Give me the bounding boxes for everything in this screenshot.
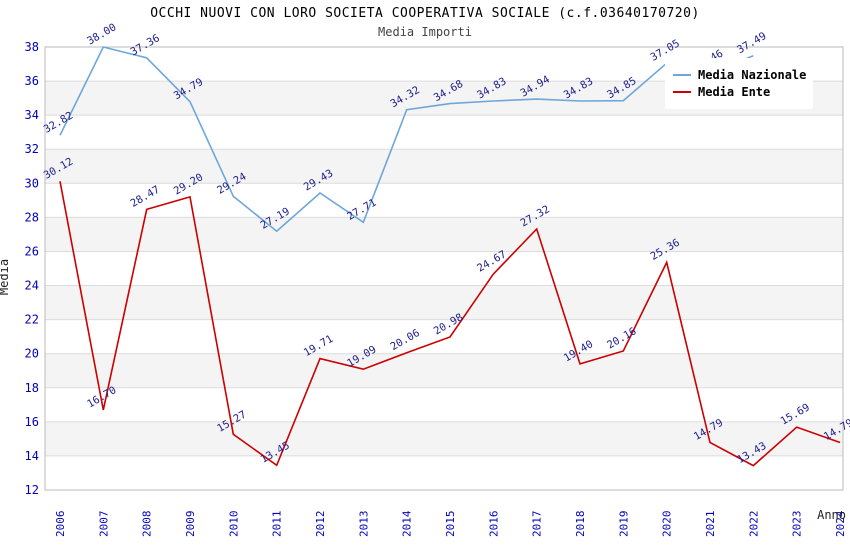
plot-band (45, 455, 843, 490)
y-tick-label: 36 (25, 74, 39, 88)
x-tick-label: 2018 (574, 511, 587, 538)
x-tick-label: 2020 (661, 511, 674, 538)
y-tick-label: 22 (25, 313, 39, 327)
plot-band (45, 285, 843, 320)
y-tick-label: 32 (25, 142, 39, 156)
legend-item-ente: Media Ente (673, 85, 805, 99)
y-tick-label: 14 (25, 449, 39, 463)
plot-band (45, 421, 843, 456)
plot-band (45, 319, 843, 354)
x-tick-label: 2023 (791, 511, 804, 538)
y-tick-label: 20 (25, 347, 39, 361)
x-tick-label: 2015 (444, 511, 457, 538)
x-tick-label: 2019 (617, 511, 630, 538)
legend-item-nazionale: Media Nazionale (673, 68, 807, 82)
legend-line-sample-blue (673, 74, 691, 76)
x-tick-label: 2012 (314, 511, 327, 538)
x-tick-label: 2024 (834, 510, 847, 537)
x-tick-label: 2011 (271, 511, 284, 538)
y-tick-label: 30 (25, 176, 39, 190)
legend-line-sample-red (673, 91, 691, 93)
chart-subtitle: Media Importi (378, 25, 472, 39)
legend-label: Media Nazionale (698, 68, 807, 82)
plot-band (45, 251, 843, 286)
plot-band (45, 115, 843, 150)
plot-border (44, 46, 844, 491)
x-tick-label: 2013 (357, 511, 370, 538)
y-axis-title: Media (0, 258, 12, 296)
y-tick-label: 26 (25, 244, 39, 258)
legend-label: Media Ente (698, 85, 771, 99)
x-tick-label: 2010 (227, 511, 240, 538)
plot-band (45, 387, 843, 422)
y-tick-label: 12 (25, 483, 39, 497)
y-tick-label: 34 (25, 108, 39, 122)
series-line-1 (59, 181, 841, 467)
plot-band (45, 149, 843, 184)
y-tick-label: 18 (25, 381, 39, 395)
x-tick-label: 2022 (747, 511, 760, 538)
x-axis-title: Anno (817, 508, 846, 522)
x-tick-label: 2021 (704, 511, 717, 538)
y-tick-label: 24 (25, 279, 39, 293)
x-tick-label: 2017 (531, 511, 544, 538)
chart-title: OCCHI NUOVI CON LORO SOCIETA COOPERATIVA… (150, 6, 700, 21)
x-tick-label: 2006 (54, 511, 67, 538)
x-tick-label: 2007 (97, 511, 110, 538)
plot-band (45, 353, 843, 388)
x-tick-label: 2008 (141, 511, 154, 538)
plot-band (45, 183, 843, 218)
legend: Media Nazionale Media Ente (665, 58, 813, 109)
y-tick-label: 28 (25, 210, 39, 224)
plot-band (45, 217, 843, 252)
y-tick-label: 16 (25, 415, 39, 429)
x-tick-label: 2009 (184, 511, 197, 538)
series-line-0 (59, 46, 754, 233)
x-tick-label: 2014 (401, 510, 414, 537)
y-tick-label: 38 (25, 40, 39, 54)
x-tick-label: 2016 (487, 510, 500, 537)
